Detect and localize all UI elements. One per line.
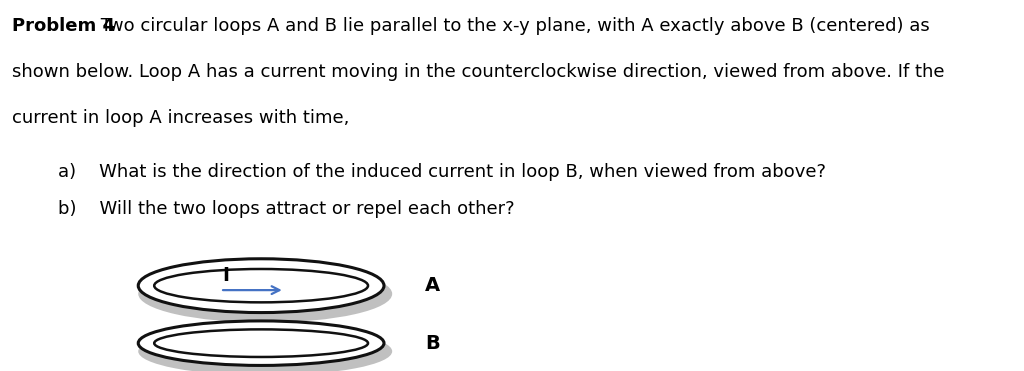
Text: current in loop ​A​ increases with time,: current in loop ​A​ increases with time, — [12, 109, 349, 128]
Text: Problem 4: Problem 4 — [12, 17, 116, 35]
Text: A: A — [425, 276, 440, 295]
Ellipse shape — [138, 265, 392, 322]
Text: a)    What is the direction of the induced current in loop ​B​, when viewed from: a) What is the direction of the induced … — [58, 163, 826, 181]
Text: shown below. Loop ​A​ has a current moving in the counterclockwise direction, vi: shown below. Loop ​A​ has a current movi… — [12, 63, 945, 81]
Ellipse shape — [138, 321, 384, 365]
Text: B: B — [425, 334, 439, 353]
Text: b)    Will the two loops attract or repel each other?: b) Will the two loops attract or repel e… — [58, 200, 515, 219]
Text: Two circular loops ​A​ and ​B​ lie parallel to the x-y plane, with ​A​ exactly a: Two circular loops ​A​ and ​B​ lie paral… — [95, 17, 930, 35]
Ellipse shape — [138, 327, 392, 371]
Text: I: I — [222, 266, 228, 285]
Ellipse shape — [138, 259, 384, 312]
